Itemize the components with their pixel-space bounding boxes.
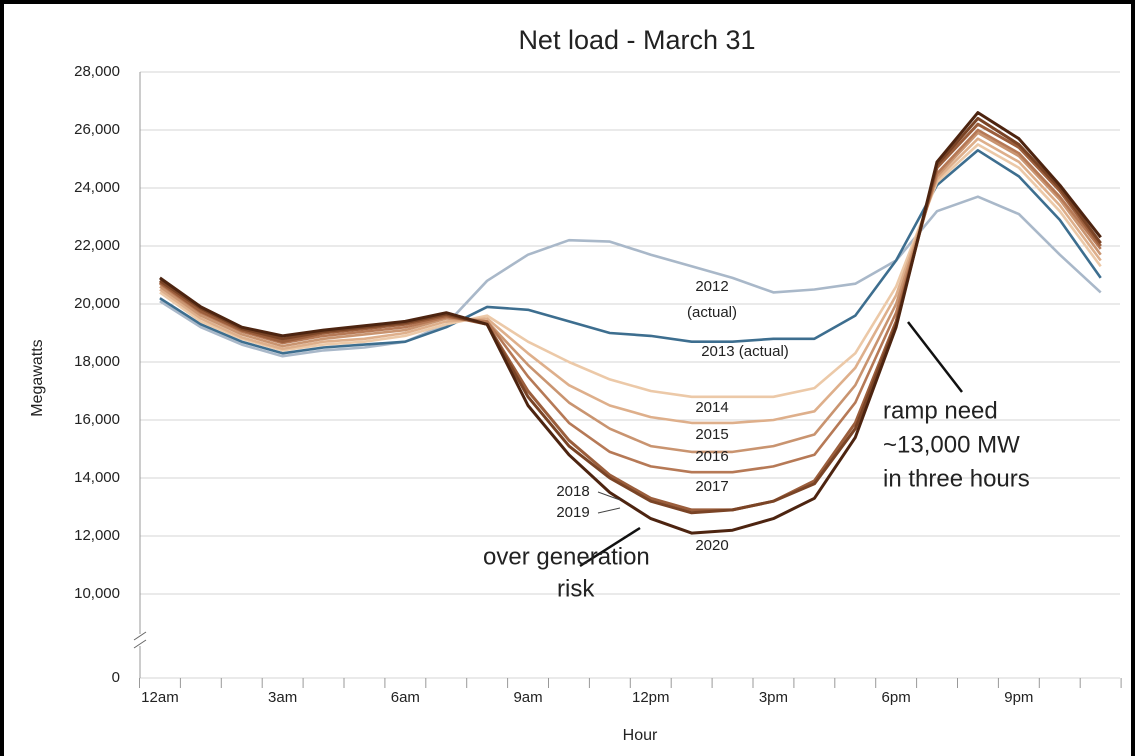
series-label: 2015 — [695, 426, 728, 443]
leader-line — [597, 491, 621, 501]
series-line — [159, 122, 1102, 512]
series-label: 2017 — [695, 478, 728, 495]
y-tick-label: 28,000 — [74, 63, 120, 80]
y-tick-label: 22,000 — [74, 237, 120, 254]
y-tick-label: 12,000 — [74, 527, 120, 544]
series-line — [159, 111, 1102, 535]
series-label: 2018 — [556, 483, 589, 500]
annotation: risk — [557, 575, 595, 602]
y-tick-label: 0 — [112, 669, 120, 686]
annotation: over generation — [483, 543, 650, 570]
annotation: ramp need — [883, 397, 998, 424]
y-axis-label: Megawatts — [29, 339, 46, 416]
labels: 2012 (actual) 2013 (actual) 2014 2015 2016 201… — [483, 278, 1030, 602]
y-tick-label: 18,000 — [74, 353, 120, 370]
chart-title: Net load - March 31 — [518, 25, 755, 55]
axis-break-gap — [134, 634, 146, 646]
series-label: 2013 (actual) — [701, 343, 789, 360]
series-line — [159, 128, 1102, 474]
y-tick-label: 14,000 — [74, 469, 120, 486]
x-tick-label: 3pm — [759, 689, 788, 706]
y-tick-label: 24,000 — [74, 179, 120, 196]
x-axis-label: Hour — [623, 727, 658, 744]
x-tick-label: 12pm — [632, 689, 670, 706]
annotation: in three hours — [883, 465, 1030, 492]
series-label: 2019 — [556, 504, 589, 521]
axis-break — [133, 631, 147, 641]
series-label: 2012 (actual) — [687, 278, 737, 321]
series-line — [159, 149, 1102, 355]
x-tick-label: 9am — [513, 689, 542, 706]
series-label: 2014 — [695, 399, 728, 416]
axis-break — [133, 639, 147, 649]
annotation: ~13,000 MW — [883, 431, 1020, 458]
y-tick-label: 20,000 — [74, 295, 120, 312]
x-tick-label: 6am — [391, 689, 420, 706]
y-tick-label: 16,000 — [74, 411, 120, 428]
lines — [159, 111, 1102, 535]
x-tick-label: 3am — [268, 689, 297, 706]
x-tick-label: 12am — [141, 689, 179, 706]
series-line — [159, 195, 1102, 358]
series-line — [159, 116, 1102, 515]
arrow-line — [907, 321, 963, 393]
arrow-line — [579, 526, 641, 568]
series-label: 2020 — [695, 537, 728, 554]
grid: 0 10,000 12,000 14,000 16,000 18,000 20,000 22,… — [74, 63, 1122, 706]
series-line — [159, 137, 1102, 425]
x-tick-label: 9pm — [1004, 689, 1033, 706]
series-line — [159, 131, 1102, 454]
x-tick-label: 6pm — [882, 689, 911, 706]
y-tick-label: 10,000 — [74, 585, 120, 602]
series-line — [159, 143, 1102, 399]
leader-line — [597, 507, 621, 514]
series-label: 2016 — [695, 448, 728, 465]
y-tick-label: 26,000 — [74, 121, 120, 138]
